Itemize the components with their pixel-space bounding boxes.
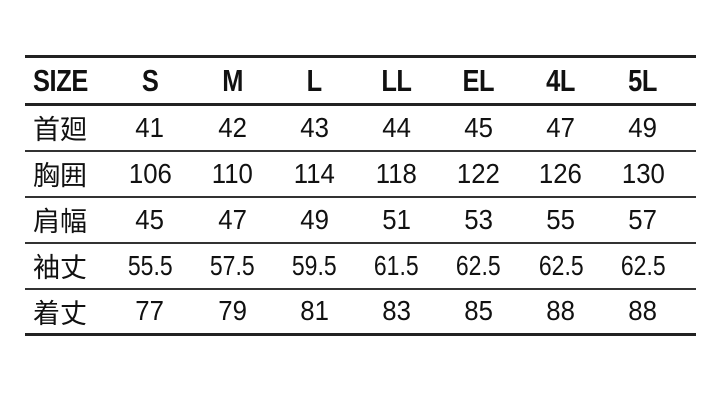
table-cell: 79 [217, 295, 247, 327]
table-cell: 62.5 [538, 249, 584, 281]
table-cell: 43 [300, 111, 329, 143]
table-cell: 130 [621, 157, 665, 189]
table-row: 袖丈 55.5 57.5 59.5 61.5 62.5 62.5 62.5 [25, 243, 696, 289]
header-5l: 5L [628, 62, 658, 98]
header-m: M [221, 62, 243, 98]
table-cell: 41 [135, 111, 165, 143]
table-row: 着丈 77 79 81 83 85 88 88 [25, 289, 696, 335]
table-cell: 85 [464, 295, 493, 327]
row-label: 袖丈 [33, 253, 87, 284]
table-cell: 47 [217, 203, 247, 235]
table-cell: 59.5 [291, 249, 337, 281]
header-l: L [306, 62, 323, 98]
table-cell: 88 [628, 295, 658, 327]
table-cell: 88 [546, 295, 576, 327]
table-cell: 81 [300, 295, 329, 327]
table-cell: 57 [628, 203, 658, 235]
table-cell: 49 [300, 203, 329, 235]
size-chart-table: SIZE S M L LL EL 4L 5L 首廻 41 42 43 44 45 47 49 胸… [25, 55, 696, 336]
table-cell: 44 [382, 111, 411, 143]
table-cell: 49 [628, 111, 658, 143]
table-cell: 61.5 [374, 249, 419, 281]
row-label: 着丈 [33, 298, 87, 330]
table-cell: 114 [293, 157, 335, 189]
table-cell: 53 [464, 203, 493, 235]
row-label: 胸囲 [33, 161, 87, 192]
header-size: SIZE [33, 62, 88, 98]
table-row: 首廻 41 42 43 44 45 47 49 [25, 105, 696, 151]
table-cell: 110 [211, 157, 253, 189]
header-s: S [141, 62, 159, 98]
table-cell: 55 [546, 203, 576, 235]
table-cell: 45 [464, 111, 493, 143]
table-cell: 57.5 [209, 249, 255, 281]
table-cell: 55.5 [127, 249, 173, 281]
table-cell: 77 [135, 295, 165, 327]
table-row: 肩幅 45 47 49 51 53 55 57 [25, 197, 696, 243]
table-cell: 106 [128, 157, 172, 189]
table-cell: 118 [375, 157, 418, 189]
table-cell: 62.5 [620, 249, 666, 281]
table-cell: 51 [382, 203, 411, 235]
table-cell: 42 [217, 111, 247, 143]
row-label: 肩幅 [33, 207, 87, 238]
table-cell: 45 [135, 203, 165, 235]
header-4l: 4L [546, 62, 576, 98]
table-cell: 62.5 [456, 249, 501, 281]
table-cell: 126 [539, 157, 583, 189]
header-el: EL [462, 62, 495, 98]
table-cell: 47 [546, 111, 576, 143]
row-label: 首廻 [33, 115, 87, 147]
table-cell: 83 [382, 295, 411, 327]
table-row: 胸囲 106 110 114 118 122 126 130 [25, 151, 696, 197]
header-row: SIZE S M L LL EL 4L 5L [25, 57, 696, 105]
table-cell: 122 [457, 157, 501, 189]
header-ll: LL [381, 62, 412, 98]
